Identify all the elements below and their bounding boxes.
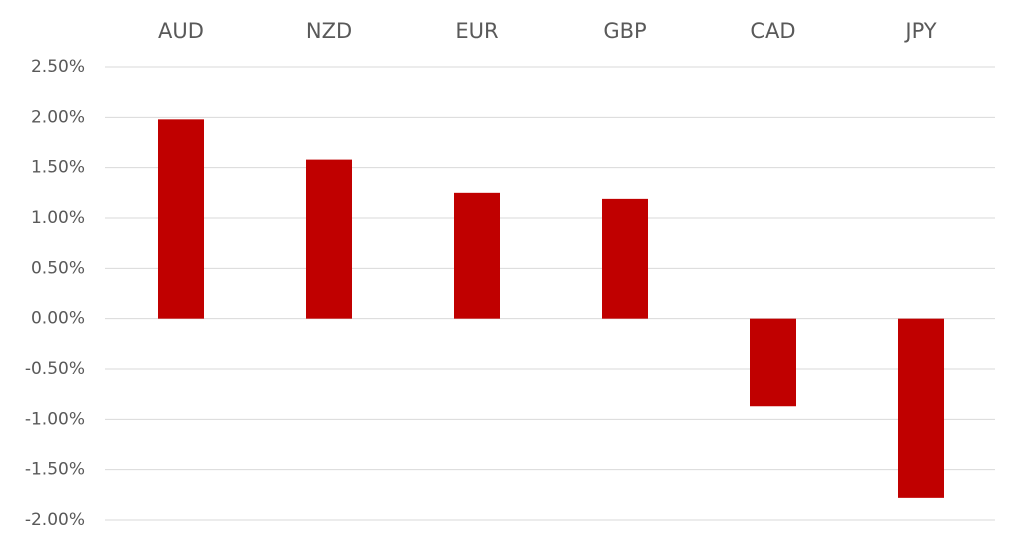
y-tick-label: 0.50%: [31, 258, 85, 278]
y-tick-label: -2.00%: [25, 510, 85, 530]
y-tick-label: 2.50%: [31, 57, 85, 77]
x-tick-label: GBP: [603, 19, 646, 43]
y-tick-label: 1.00%: [31, 208, 85, 228]
bar: [602, 198, 648, 319]
x-tick-label: EUR: [455, 19, 498, 43]
x-tick-label: AUD: [158, 19, 204, 43]
y-tick-label: 2.00%: [31, 107, 85, 127]
y-tick-label: -1.00%: [25, 409, 85, 429]
bar: [158, 119, 204, 319]
bar: [306, 159, 352, 319]
bar: [750, 318, 796, 407]
bar: [454, 192, 500, 319]
y-tick-label: 1.50%: [31, 158, 85, 178]
x-tick-label: NZD: [306, 19, 352, 43]
x-tick-label: CAD: [750, 19, 795, 43]
x-tick-label: JPY: [903, 19, 936, 43]
y-tick-label: -0.50%: [25, 359, 85, 379]
bar: [898, 318, 944, 498]
y-tick-label: -1.50%: [25, 460, 85, 480]
y-tick-label: 0.00%: [31, 309, 85, 329]
